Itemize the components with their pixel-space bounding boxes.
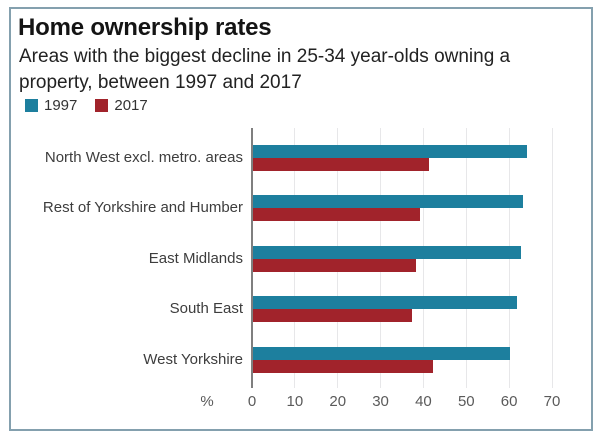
bar-chart: North West excl. metro. areas Rest of Yor… xyxy=(11,9,591,429)
category-label: East Midlands xyxy=(148,249,243,267)
bar-1997 xyxy=(253,195,523,209)
x-tick-label: 0 xyxy=(247,393,257,410)
category-label: South East xyxy=(169,300,243,318)
bar-2017 xyxy=(253,158,429,171)
legend: 1997 2017 xyxy=(25,97,148,114)
bar-2017 xyxy=(253,359,433,373)
gridline xyxy=(551,128,553,388)
chart-subtitle: Areas with the biggest decline in 25-34 … xyxy=(19,46,511,93)
legend-item-1997: 1997 xyxy=(25,97,77,114)
chart-card: Home ownership rates Areas with the bigg… xyxy=(9,7,593,431)
bar-1997 xyxy=(253,145,528,158)
x-tick-label: 20 xyxy=(329,393,347,410)
x-tick-label: 70 xyxy=(543,393,561,410)
bar-1997 xyxy=(253,346,511,360)
x-axis-unit-label: % xyxy=(200,393,214,410)
category-label: West Yorkshire xyxy=(143,350,243,368)
chart-title: Home ownership rates xyxy=(18,14,272,41)
legend-label: 2017 xyxy=(114,97,148,114)
legend-label: 1997 xyxy=(44,97,78,114)
bar-2017 xyxy=(253,208,421,222)
category-label: Rest of Yorkshire and Humber xyxy=(42,199,243,217)
x-tick-label: 60 xyxy=(500,393,518,410)
y-axis-line xyxy=(251,128,253,388)
legend-swatch-icon xyxy=(95,99,109,112)
x-tick-label: 40 xyxy=(415,393,432,410)
legend-swatch-icon xyxy=(25,99,38,112)
category-label: North West excl. metro. areas xyxy=(44,149,243,166)
bar-2017 xyxy=(253,258,416,272)
bar-1997 xyxy=(253,296,517,310)
x-tick-label: 10 xyxy=(286,393,304,410)
x-tick-label: 30 xyxy=(372,393,389,410)
bar-1997 xyxy=(253,245,521,259)
bar-2017 xyxy=(253,309,412,323)
legend-item-2017: 2017 xyxy=(95,97,148,114)
x-tick-label: 50 xyxy=(457,393,475,410)
